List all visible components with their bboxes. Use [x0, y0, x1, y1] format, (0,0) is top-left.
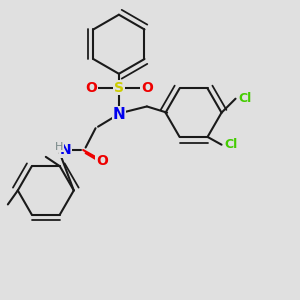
Text: O: O — [141, 81, 153, 95]
Text: O: O — [85, 81, 97, 95]
Text: O: O — [96, 154, 108, 168]
Text: H: H — [55, 142, 63, 152]
Text: N: N — [59, 143, 71, 157]
Text: S: S — [114, 81, 124, 95]
Text: Cl: Cl — [225, 138, 238, 151]
Text: N: N — [112, 107, 125, 122]
Text: Cl: Cl — [239, 92, 252, 105]
